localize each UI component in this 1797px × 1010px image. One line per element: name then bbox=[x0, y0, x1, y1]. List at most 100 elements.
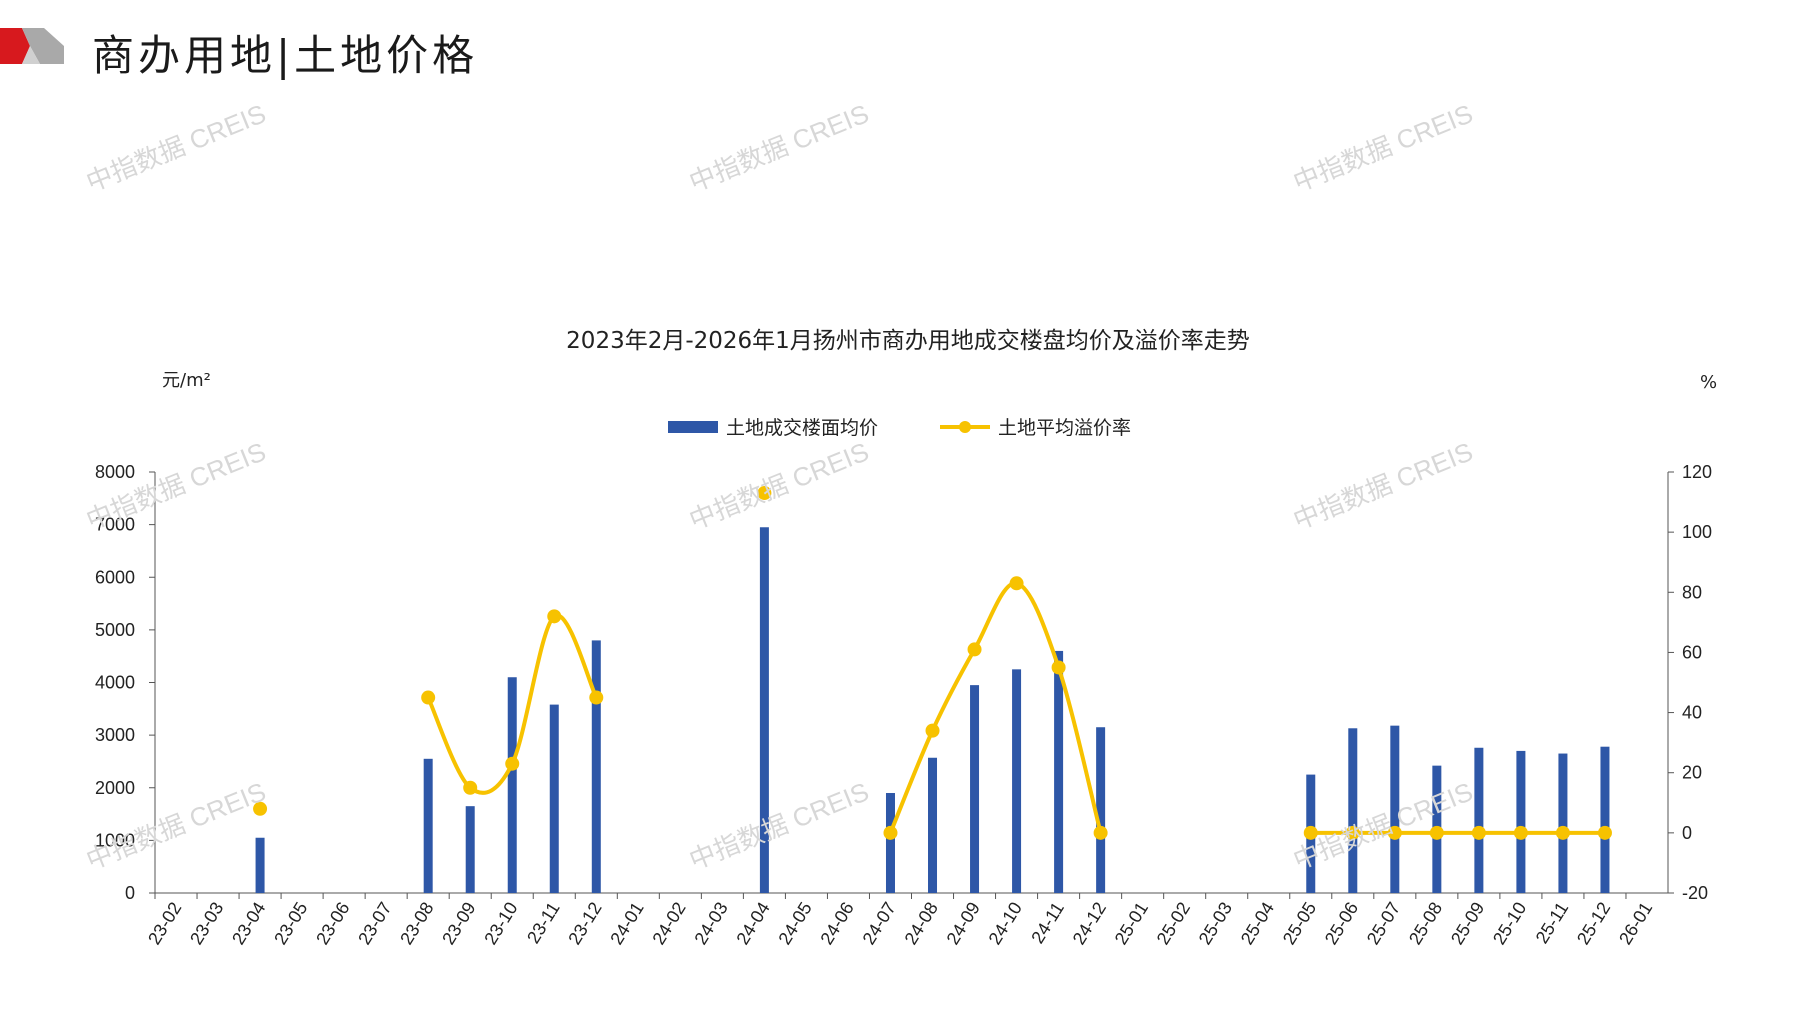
x-tick-label: 24-03 bbox=[690, 899, 731, 949]
premium-rate-point bbox=[1345, 825, 1360, 840]
header: 商办用地|土地价格 bbox=[0, 0, 800, 100]
left-axis-unit-label: 元/m² bbox=[162, 370, 211, 391]
bar bbox=[885, 793, 895, 893]
x-tick-label: 24-08 bbox=[901, 899, 942, 949]
premium-rate-point bbox=[505, 756, 520, 771]
brand-logo-icon bbox=[0, 28, 64, 64]
x-tick-label: 24-09 bbox=[943, 899, 984, 949]
premium-rate-point bbox=[253, 801, 268, 816]
left-tick-label: 5000 bbox=[95, 620, 135, 640]
premium-rate-point bbox=[1513, 825, 1528, 840]
premium-rate-point bbox=[967, 642, 982, 657]
premium-rate-point bbox=[463, 780, 478, 795]
legend-bar-label: 土地成交楼面均价 bbox=[726, 417, 878, 439]
x-tick-label: 25-02 bbox=[1153, 899, 1194, 949]
x-tick-label: 23-08 bbox=[396, 899, 437, 949]
right-axis-unit-label: % bbox=[1700, 372, 1717, 393]
x-tick-label: 24-10 bbox=[985, 899, 1026, 949]
left-tick-label: 6000 bbox=[95, 567, 135, 587]
x-tick-label: 24-04 bbox=[732, 899, 773, 949]
bar bbox=[1012, 669, 1022, 893]
premium-rate-point bbox=[883, 825, 898, 840]
premium-rate-point bbox=[589, 690, 604, 705]
premium-rate-point bbox=[1009, 576, 1024, 591]
bar bbox=[1054, 650, 1064, 893]
left-tick-label: 1000 bbox=[95, 830, 135, 850]
bar bbox=[1558, 753, 1568, 893]
x-tick-label: 23-04 bbox=[228, 899, 269, 949]
left-tick-label: 8000 bbox=[95, 462, 135, 482]
x-tick-label: 25-12 bbox=[1573, 899, 1614, 949]
x-tick-label: 25-11 bbox=[1532, 899, 1573, 948]
premium-rate-point bbox=[1555, 825, 1570, 840]
premium-rate-point bbox=[757, 486, 772, 501]
bar bbox=[507, 677, 517, 893]
x-tick-label: 24-06 bbox=[816, 899, 857, 949]
x-tick-label: 25-07 bbox=[1363, 899, 1404, 949]
bar bbox=[1348, 728, 1358, 893]
premium-rate-point bbox=[1597, 825, 1612, 840]
premium-rate-line bbox=[888, 581, 1103, 834]
x-tick-label: 23-05 bbox=[270, 899, 311, 949]
x-tick-label: 23-12 bbox=[564, 899, 605, 949]
right-tick-label: 40 bbox=[1682, 703, 1702, 723]
right-tick-label: 60 bbox=[1682, 642, 1702, 662]
premium-rate-line bbox=[426, 613, 599, 795]
x-tick-label: 25-10 bbox=[1489, 899, 1530, 949]
x-tick-label: 23-02 bbox=[144, 899, 185, 949]
right-tick-label: 20 bbox=[1682, 763, 1702, 783]
premium-rate-point bbox=[1303, 825, 1318, 840]
x-tick-label: 24-12 bbox=[1069, 899, 1110, 949]
plot-area: 0 1000 2000 3000 4000 5000 6000 7000 8000 -20 0 20 4… bbox=[95, 462, 1712, 948]
bar bbox=[1096, 727, 1106, 893]
bar bbox=[928, 757, 938, 893]
x-tick-label: 23-09 bbox=[438, 899, 479, 949]
page-title: 商办用地|土地价格 bbox=[92, 31, 479, 80]
legend: 土地成交楼面均价 土地平均溢价率 bbox=[668, 417, 1131, 439]
x-tick-label: 25-01 bbox=[1111, 899, 1152, 949]
left-tick-label: 3000 bbox=[95, 725, 135, 745]
x-tick-label: 25-04 bbox=[1237, 899, 1278, 949]
x-tick-label: 24-07 bbox=[859, 899, 900, 949]
right-tick-label: 100 bbox=[1682, 522, 1712, 542]
x-tick-label: 25-09 bbox=[1447, 899, 1488, 949]
bar bbox=[255, 837, 265, 893]
bar bbox=[591, 640, 601, 893]
x-tick-label: 23-11 bbox=[523, 899, 564, 948]
left-tick-label: 2000 bbox=[95, 778, 135, 798]
x-tick-label: 25-08 bbox=[1405, 899, 1446, 949]
premium-rate-point bbox=[1471, 825, 1486, 840]
left-tick-label: 4000 bbox=[95, 673, 135, 693]
right-tick-label: 120 bbox=[1682, 462, 1712, 482]
legend-line-label: 土地平均溢价率 bbox=[998, 417, 1131, 439]
bar bbox=[465, 806, 475, 893]
bar bbox=[1516, 750, 1526, 893]
premium-rate-point bbox=[547, 609, 562, 624]
x-tick-label: 23-06 bbox=[312, 899, 353, 949]
bar bbox=[1474, 747, 1484, 893]
bar bbox=[1390, 725, 1400, 893]
bar bbox=[759, 527, 769, 893]
bar bbox=[423, 758, 433, 893]
right-tick-label: 0 bbox=[1682, 823, 1692, 843]
bar bbox=[970, 685, 980, 893]
chart-title: 2023年2月-2026年1月扬州市商办用地成交楼盘均价及溢价率走势 bbox=[566, 328, 1250, 354]
premium-rate-point bbox=[1051, 660, 1066, 675]
x-tick-label: 25-06 bbox=[1321, 899, 1362, 949]
right-tick-label: -20 bbox=[1682, 883, 1708, 903]
x-tick-label: 23-07 bbox=[354, 899, 395, 949]
legend-bar-swatch bbox=[668, 421, 718, 433]
x-tick-label: 24-01 bbox=[606, 899, 647, 949]
bar bbox=[549, 704, 559, 893]
bar bbox=[1600, 746, 1610, 893]
x-tick-label: 24-11 bbox=[1027, 899, 1068, 948]
x-tick-label: 23-03 bbox=[186, 899, 227, 949]
x-tick-label: 25-05 bbox=[1279, 899, 1320, 949]
premium-rate-point bbox=[925, 723, 940, 738]
x-tick-label: 24-02 bbox=[648, 899, 689, 949]
x-tick-label: 23-10 bbox=[480, 899, 521, 949]
x-tick-label: 24-05 bbox=[774, 899, 815, 949]
x-tick-label: 25-03 bbox=[1195, 899, 1236, 949]
x-tick-label: 26-01 bbox=[1615, 899, 1656, 949]
